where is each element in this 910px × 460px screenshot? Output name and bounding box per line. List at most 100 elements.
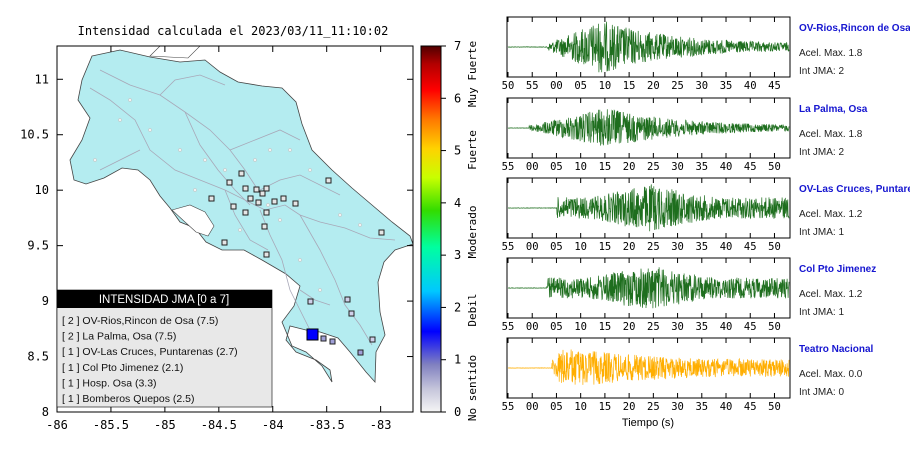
map-xtick-label: -83.5 — [309, 418, 345, 432]
waveform-tick-label: 40 — [720, 401, 733, 413]
waveform-trace — [507, 349, 790, 385]
waveform-tick-label: 10 — [574, 401, 587, 413]
station-jma-intensity: Int JMA: 1 — [799, 307, 844, 318]
nicoya-gulf — [171, 204, 215, 237]
nicaragua-lake-shore — [149, 46, 201, 59]
waveform-tick-label: 30 — [671, 321, 684, 333]
waveform-tick-label: 35 — [695, 161, 708, 173]
legend-item: [ 1 ] Hosp. Osa (3.3) — [62, 377, 157, 389]
legend-item: [ 2 ] OV-Rios,Rincon de Osa (7.5) — [62, 315, 218, 327]
map-xtick-label: -84 — [262, 418, 284, 432]
waveform-tick-label: 15 — [599, 321, 612, 333]
map-xtick-label: -85 — [154, 418, 176, 432]
waveform-tick-label: 35 — [695, 401, 708, 413]
waveform-tick-label: 35 — [695, 321, 708, 333]
station-max-accel: Acel. Max. 1.2 — [799, 289, 863, 300]
waveform-tick-label: 25 — [647, 401, 660, 413]
colorbar-tick-label: 1 — [454, 353, 461, 367]
waveform-trace — [508, 184, 790, 232]
waveform-tick-label: 30 — [671, 161, 684, 173]
waveform-tick-label: 20 — [623, 161, 636, 173]
map-axes: -86 -85.5 -85 -84.5 -84 -83.5 -83 11 10.5 10 9.5 9 8… — [20, 46, 413, 432]
waveform-tick-label: 40 — [744, 80, 757, 92]
waveform-tick-label: 55 — [502, 161, 515, 173]
costa-rica-land — [69, 49, 413, 384]
waveform-tick-label: 25 — [647, 241, 660, 253]
station-name: La Palma, Osa — [799, 104, 868, 115]
station-max-accel: Acel. Max. 1.8 — [799, 48, 863, 59]
waveform-tick-label: 30 — [695, 80, 708, 92]
map-frame — [56, 45, 414, 413]
colorbar-level-label: No sentido — [466, 355, 479, 421]
waveform-tick-label: 45 — [768, 80, 781, 92]
legend-item: [ 1 ] Bomberos Quepos (2.5) — [62, 393, 194, 405]
waveform-tick-label: 00 — [550, 80, 563, 92]
station-dots — [93, 98, 362, 292]
waveform-tick-label: 20 — [623, 241, 636, 253]
x-axis-label: Tiempo (s) — [622, 417, 674, 429]
waveform-trace — [507, 109, 790, 146]
waveform-tick-label: 40 — [720, 161, 733, 173]
station-name: OV-Rios,Rincon de Osa — [799, 23, 910, 34]
legend-title: INTENSIDAD JMA [0 a 7] — [99, 294, 229, 306]
colorbar-level-label: Debil — [466, 293, 479, 326]
waveform-tick-label: 05 — [574, 80, 587, 92]
station-name: Teatro Nacional — [799, 344, 873, 355]
waveform-tick-label: 10 — [599, 80, 612, 92]
waveform-tick-label: 35 — [695, 241, 708, 253]
waveform-tick-label: 45 — [744, 241, 757, 253]
station-jma-intensity: Int JMA: 0 — [799, 387, 844, 398]
colorbar-level-label: Moderado — [466, 206, 479, 259]
waveform-tick-label: 40 — [720, 241, 733, 253]
colorbar-level-label: Fuerte — [466, 130, 479, 170]
waveform-tick-label: 50 — [768, 321, 781, 333]
colorbar-tick-label: 0 — [454, 405, 461, 419]
waveform-tick-label: 55 — [526, 80, 539, 92]
colorbar-tick-label: 7 — [454, 39, 461, 53]
waveform-tick-label: 05 — [550, 241, 563, 253]
waveform-tick-label: 25 — [647, 321, 660, 333]
waveform-trace — [507, 21, 790, 73]
waveform-tick-label: 20 — [623, 401, 636, 413]
waveform-panel: 55 00 05 10 15 20 25 30 35 40 45 50 Teatro Nacional A… — [502, 337, 873, 413]
waveform-panel: 55 00 05 10 15 20 25 30 35 40 45 50 Col Pto Jimenez A… — [502, 257, 876, 333]
colorbar-tick-label: 4 — [454, 196, 461, 210]
waveform-panel: 55 00 05 10 15 20 25 30 35 40 45 50 La Palma, Osa Ace… — [502, 97, 868, 173]
colorbar-tick-label: 5 — [454, 144, 461, 158]
colorbar: 0 1 2 3 4 5 6 7 No sentido Debil Moderado Fuerte Mu… — [420, 39, 479, 421]
waveform-tick-label: 45 — [744, 321, 757, 333]
waveform-tick-label: 50 — [768, 241, 781, 253]
waveform-tick-label: 15 — [623, 80, 636, 92]
waveform-tick-label: 55 — [502, 241, 515, 253]
map-legend: INTENSIDAD JMA [0 a 7] [ 2 ] OV-Rios,Rin… — [56, 289, 273, 408]
station-max-accel: Acel. Max. 0.0 — [799, 369, 863, 380]
waveform-tick-label: 30 — [671, 401, 684, 413]
station-name: Col Pto Jimenez — [799, 264, 876, 275]
waveform-tick-label: 40 — [720, 321, 733, 333]
map-ytick-label: 8.5 — [27, 350, 49, 364]
waveform-tick-label: 10 — [574, 241, 587, 253]
waveform-tick-label: 05 — [550, 321, 563, 333]
waveform-tick-label: 10 — [574, 321, 587, 333]
waveform-tick-label: 45 — [744, 401, 757, 413]
intensity-stations — [208, 170, 385, 356]
waveform-trace — [507, 267, 790, 309]
waveform-tick-label: 00 — [526, 401, 539, 413]
waveform-tick-label: 10 — [574, 161, 587, 173]
epicenter-marker — [306, 328, 319, 341]
waveform-tick-label: 30 — [671, 241, 684, 253]
map-xtick-label: -83 — [370, 418, 392, 432]
colorbar-tick-label: 6 — [454, 91, 461, 105]
legend-item: [ 2 ] La Palma, Osa (7.5) — [62, 331, 176, 343]
waveform-tick-label: 45 — [744, 161, 757, 173]
colorbar-level-label: Muy Fuerte — [466, 41, 479, 107]
map-title: Intensidad calculada el 2023/03/11_11:10… — [78, 24, 389, 38]
waveform-tick-label: 20 — [647, 80, 660, 92]
waveform-tick-label: 00 — [526, 241, 539, 253]
waveform-tick-label: 15 — [599, 241, 612, 253]
station-max-accel: Acel. Max. 1.8 — [799, 129, 863, 140]
map-ytick-label: 10 — [35, 183, 49, 197]
waveform-tick-label: 50 — [768, 161, 781, 173]
colorbar-tick-label: 2 — [454, 300, 461, 314]
